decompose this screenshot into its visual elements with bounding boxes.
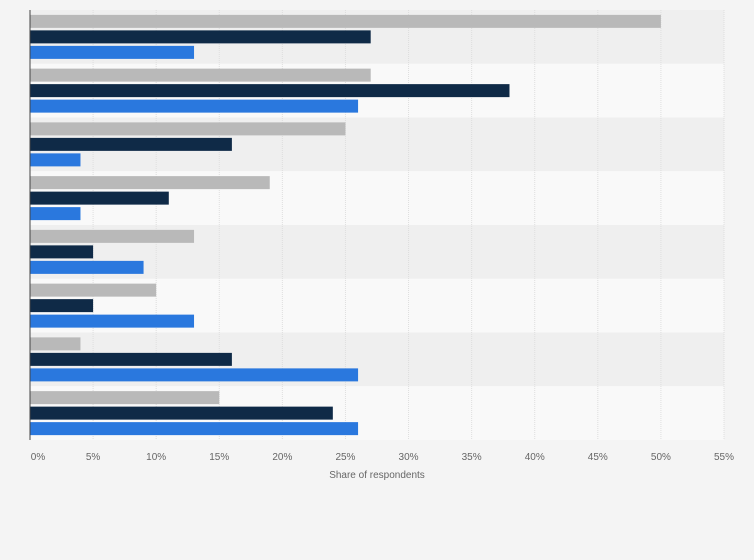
x-tick-label: 30%	[399, 452, 419, 463]
bar	[30, 422, 359, 436]
bar	[30, 14, 661, 28]
bar	[30, 84, 510, 98]
bar	[30, 137, 232, 151]
x-tick-label: 10%	[146, 452, 166, 463]
x-tick-label: 55%	[714, 452, 734, 463]
bar	[30, 406, 333, 420]
x-tick-label: 5%	[86, 452, 101, 463]
x-tick-label: 25%	[335, 452, 355, 463]
bar	[30, 260, 144, 274]
grid-lines	[92, 10, 725, 440]
bar	[30, 352, 232, 366]
bar-series	[30, 14, 661, 436]
bar	[30, 68, 371, 82]
bar	[30, 30, 371, 44]
x-tick-label: 40%	[525, 452, 545, 463]
bar	[30, 337, 81, 351]
x-tick-label: 35%	[462, 452, 482, 463]
bar	[30, 368, 359, 382]
x-tick-label: 45%	[588, 452, 608, 463]
bar	[30, 229, 195, 243]
x-axis-title: Share of respondents	[329, 470, 425, 481]
bar	[30, 314, 195, 328]
bar	[30, 245, 94, 259]
bar	[30, 176, 270, 190]
bar	[30, 299, 94, 313]
bar	[30, 283, 157, 297]
bar	[30, 99, 359, 113]
x-tick-label: 50%	[651, 452, 671, 463]
x-tick-label: 0%	[31, 452, 46, 463]
bar	[30, 191, 169, 205]
bar	[30, 122, 346, 136]
bar	[30, 153, 81, 167]
x-axis-ticks: 0% 5% 10% 15% 20% 25% 30% 35% 40% 45% 50% 55%	[31, 452, 734, 463]
bar	[30, 391, 220, 405]
bar	[30, 45, 195, 59]
x-tick-label: 15%	[209, 452, 229, 463]
x-tick-label: 20%	[272, 452, 292, 463]
bar	[30, 207, 81, 221]
